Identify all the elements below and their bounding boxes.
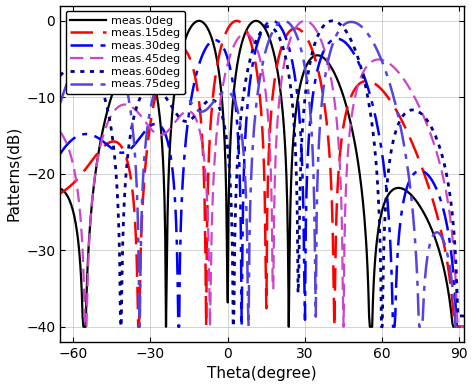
meas.60deg [237, 131, 242, 135]
meas.60deg [272, 28, 278, 33]
meas.30deg [448, 248, 454, 253]
meas.15deg [57, 191, 63, 196]
meas.45deg [461, 324, 467, 329]
meas.15deg [67, 184, 73, 189]
meas.75deg [237, 116, 242, 121]
meas.0deg [57, 186, 63, 191]
meas.15deg [461, 324, 467, 329]
meas.75deg [281, 19, 287, 23]
Line: meas.15deg: meas.15deg [60, 21, 464, 327]
meas.0deg [67, 198, 73, 202]
Line: meas.30deg: meas.30deg [60, 21, 464, 327]
meas.0deg [121, 64, 127, 69]
meas.15deg [325, 135, 331, 140]
meas.0deg [325, 60, 331, 65]
meas.30deg [270, 19, 275, 23]
meas.0deg [237, 48, 243, 52]
meas.45deg [57, 130, 63, 134]
meas.15deg [448, 286, 454, 290]
meas.30deg [273, 19, 279, 24]
meas.75deg [461, 324, 467, 329]
meas.45deg [82, 324, 88, 329]
meas.60deg [325, 20, 330, 25]
meas.75deg [448, 272, 454, 277]
meas.45deg [325, 62, 331, 67]
X-axis label: Theta(degree): Theta(degree) [208, 366, 317, 382]
meas.45deg [272, 176, 278, 181]
meas.75deg [137, 324, 143, 329]
meas.60deg [448, 200, 454, 204]
meas.45deg [302, 19, 308, 23]
meas.30deg [237, 164, 242, 168]
meas.75deg [272, 26, 278, 30]
meas.60deg [118, 324, 124, 329]
meas.75deg [67, 75, 73, 79]
Y-axis label: Patterns(dB): Patterns(dB) [6, 126, 20, 221]
meas.0deg [196, 19, 202, 23]
meas.45deg [121, 102, 127, 107]
meas.45deg [67, 149, 73, 154]
meas.60deg [329, 19, 335, 23]
meas.0deg [461, 324, 467, 329]
meas.0deg [273, 59, 279, 63]
meas.30deg [57, 151, 63, 156]
meas.15deg [121, 148, 127, 152]
meas.75deg [121, 73, 127, 77]
Line: meas.75deg: meas.75deg [60, 21, 464, 327]
Line: meas.0deg: meas.0deg [60, 21, 464, 327]
meas.60deg [461, 314, 467, 319]
meas.15deg [237, 20, 243, 24]
meas.15deg [136, 324, 141, 329]
Line: meas.45deg: meas.45deg [60, 21, 464, 327]
meas.15deg [234, 19, 240, 23]
meas.30deg [175, 324, 181, 329]
meas.15deg [273, 71, 279, 75]
meas.30deg [67, 140, 73, 144]
meas.0deg [448, 308, 454, 312]
meas.45deg [237, 34, 242, 39]
meas.60deg [57, 74, 63, 78]
meas.45deg [448, 221, 454, 226]
meas.60deg [121, 199, 127, 203]
meas.75deg [325, 58, 331, 63]
Legend: meas.0deg, meas.15deg, meas.30deg, meas.45deg, meas.60deg, meas.75deg: meas.0deg, meas.15deg, meas.30deg, meas.… [66, 11, 185, 94]
meas.60deg [67, 65, 73, 70]
meas.0deg [81, 324, 86, 329]
meas.30deg [325, 41, 331, 46]
meas.75deg [57, 101, 63, 105]
meas.30deg [461, 324, 467, 329]
Line: meas.60deg: meas.60deg [60, 21, 464, 327]
meas.30deg [121, 150, 127, 155]
